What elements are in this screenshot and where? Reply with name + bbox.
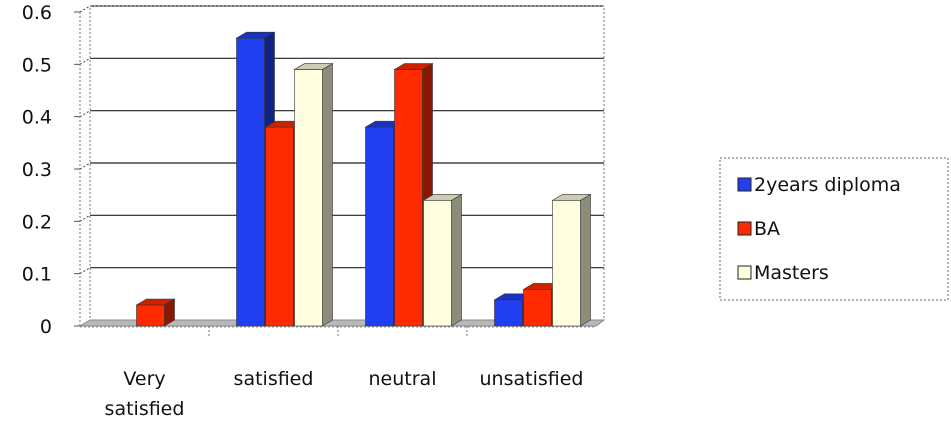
bar-ba xyxy=(135,298,176,327)
bars xyxy=(135,31,592,327)
gridline-depth xyxy=(79,57,91,65)
x-category-label-line: unsatisfied xyxy=(480,368,584,390)
bar-front xyxy=(265,126,294,327)
legend-label: 2years diploma xyxy=(754,174,901,196)
grid-lines xyxy=(79,5,604,275)
x-category-label-line: satisfied xyxy=(234,368,314,390)
bar-front xyxy=(136,304,165,327)
y-tick-label: 0.1 xyxy=(22,264,52,286)
bar-front xyxy=(236,37,265,327)
bar-front xyxy=(365,126,394,327)
legend-label: BA xyxy=(754,218,780,240)
bar-front xyxy=(494,299,523,327)
x-axis: Very satisfied satisfied neutral unsatisfied xyxy=(80,326,596,420)
gridline-depth xyxy=(79,110,91,118)
bar-side xyxy=(451,193,462,327)
x-category-label-line: neutral xyxy=(369,368,437,390)
gridline-depth xyxy=(79,267,91,275)
y-axis: 0 0.1 0.2 0.3 0.4 0.5 0.6 xyxy=(22,2,80,338)
x-category-label: unsatisfied xyxy=(480,368,584,390)
legend: 2years diploma BA Masters xyxy=(719,157,949,301)
gridline-depth xyxy=(79,162,91,170)
y-tick-label: 0.4 xyxy=(22,107,52,129)
legend-swatch xyxy=(737,265,752,280)
x-category-label-line: satisfied xyxy=(105,398,185,420)
gridline-depth xyxy=(79,214,91,222)
legend-swatch xyxy=(737,177,752,192)
legend-swatch xyxy=(737,221,752,236)
x-category-label: Very satisfied xyxy=(105,368,185,420)
x-category-label: satisfied xyxy=(234,368,314,390)
bar-front xyxy=(552,200,581,327)
bar-masters xyxy=(293,63,334,327)
y-tick-label: 0 xyxy=(40,316,52,338)
bar-front xyxy=(523,289,552,327)
y-tick-label: 0.2 xyxy=(22,211,52,233)
bar-masters xyxy=(422,193,463,327)
bar-front xyxy=(294,69,323,327)
gridline-depth xyxy=(79,5,91,13)
y-tick-label: 0.6 xyxy=(22,2,52,24)
y-tick-label: 0.5 xyxy=(22,54,52,76)
bar-side xyxy=(580,193,591,327)
bar-side xyxy=(322,63,333,327)
legend-label: Masters xyxy=(754,262,829,284)
legend-box xyxy=(719,157,949,301)
x-category-label: neutral xyxy=(369,368,437,390)
bar-masters xyxy=(551,193,592,327)
x-category-label-line: Very xyxy=(123,368,165,390)
y-tick-label: 0.3 xyxy=(22,159,52,181)
plot-frame xyxy=(78,5,606,327)
bar-front xyxy=(394,69,423,327)
bar-front xyxy=(423,200,452,327)
